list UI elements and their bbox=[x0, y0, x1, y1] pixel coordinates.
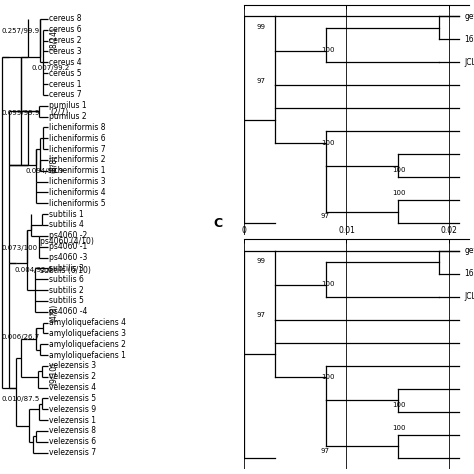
Text: subtilis 2: subtilis 2 bbox=[49, 285, 83, 294]
Text: velezensis 3: velezensis 3 bbox=[49, 362, 96, 370]
Text: 100: 100 bbox=[392, 167, 406, 173]
Text: subtils (6/10): subtils (6/10) bbox=[40, 266, 91, 274]
Text: subtilis 4: subtilis 4 bbox=[49, 220, 84, 229]
Text: 0.010/87.5: 0.010/87.5 bbox=[1, 396, 39, 402]
Text: amyloliquefaciens 2: amyloliquefaciens 2 bbox=[49, 340, 126, 349]
Text: 0.094/99.9: 0.094/99.9 bbox=[26, 168, 64, 173]
Text: 100: 100 bbox=[321, 140, 334, 146]
Text: ps4060 -4: ps4060 -4 bbox=[49, 307, 87, 316]
Text: 99: 99 bbox=[256, 24, 265, 29]
Text: licheniformis 3: licheniformis 3 bbox=[49, 177, 105, 186]
Text: 97: 97 bbox=[256, 78, 265, 83]
Text: cereus 5: cereus 5 bbox=[49, 69, 82, 78]
Text: 168: 168 bbox=[464, 35, 474, 44]
Text: 100: 100 bbox=[321, 281, 334, 287]
Text: licheniformis 5: licheniformis 5 bbox=[49, 199, 105, 208]
Text: licheniformis 1: licheniformis 1 bbox=[49, 166, 105, 175]
Text: licheniformis 2: licheniformis 2 bbox=[49, 155, 105, 164]
Text: amyloliquefaciens 3: amyloliquefaciens 3 bbox=[49, 329, 126, 338]
Text: ge†: ge† bbox=[464, 12, 474, 21]
Text: amyloliquefaciens 4: amyloliquefaciens 4 bbox=[49, 318, 126, 327]
Text: 100: 100 bbox=[321, 374, 334, 380]
Text: (8/14): (8/14) bbox=[49, 27, 58, 50]
Text: JCL18†: JCL18† bbox=[464, 292, 474, 301]
Text: velezensis 4: velezensis 4 bbox=[49, 383, 96, 392]
Text: licheniformis 8: licheniformis 8 bbox=[49, 123, 105, 132]
Text: ps4060 -3: ps4060 -3 bbox=[49, 253, 87, 262]
Text: cereus 2: cereus 2 bbox=[49, 36, 82, 45]
Text: ps4060 -2: ps4060 -2 bbox=[49, 231, 87, 240]
Text: velezensis 8: velezensis 8 bbox=[49, 427, 96, 436]
Text: cereus 3: cereus 3 bbox=[49, 47, 82, 56]
Text: 168: 168 bbox=[464, 269, 474, 278]
Text: 97: 97 bbox=[321, 213, 330, 219]
Text: subtilis 3: subtilis 3 bbox=[49, 264, 84, 273]
Text: 0.073/100: 0.073/100 bbox=[1, 246, 37, 251]
Text: (9/10): (9/10) bbox=[49, 362, 58, 385]
Text: velezensis 1: velezensis 1 bbox=[49, 416, 96, 425]
Text: subtilis 5: subtilis 5 bbox=[49, 296, 84, 305]
Text: 0.004/92.6: 0.004/92.6 bbox=[14, 267, 52, 273]
Text: 100: 100 bbox=[392, 190, 406, 196]
Text: JCL18†: JCL18† bbox=[464, 58, 474, 67]
Text: licheniformis 6: licheniformis 6 bbox=[49, 134, 105, 143]
Text: cereus 6: cereus 6 bbox=[49, 25, 82, 34]
Text: (8/8): (8/8) bbox=[49, 155, 58, 173]
Text: velezensis 6: velezensis 6 bbox=[49, 438, 96, 447]
Text: ge†: ge† bbox=[464, 246, 474, 255]
Text: amyloliquefaciens 1: amyloliquefaciens 1 bbox=[49, 351, 126, 360]
Text: 100: 100 bbox=[392, 402, 406, 408]
Text: velezensis 9: velezensis 9 bbox=[49, 405, 96, 414]
Text: subtilis 6: subtilis 6 bbox=[49, 275, 84, 283]
Text: (4/8): (4/8) bbox=[49, 304, 58, 322]
Text: 97: 97 bbox=[321, 448, 330, 454]
Text: cereus 7: cereus 7 bbox=[49, 91, 82, 100]
Text: cereus 4: cereus 4 bbox=[49, 58, 82, 67]
Text: velezensis 7: velezensis 7 bbox=[49, 448, 96, 457]
Text: 99: 99 bbox=[256, 258, 265, 264]
Text: cereus 1: cereus 1 bbox=[49, 80, 82, 89]
Text: subtilis 1: subtilis 1 bbox=[49, 210, 83, 219]
Text: pumilus 1: pumilus 1 bbox=[49, 101, 86, 110]
Text: 97: 97 bbox=[256, 312, 265, 318]
Text: cereus 8: cereus 8 bbox=[49, 15, 82, 23]
Text: 100: 100 bbox=[321, 46, 334, 53]
Text: licheniformis 4: licheniformis 4 bbox=[49, 188, 105, 197]
Text: licheniformis 7: licheniformis 7 bbox=[49, 145, 105, 154]
Text: 0.006/26.7: 0.006/26.7 bbox=[1, 335, 39, 340]
Text: C: C bbox=[213, 217, 222, 230]
Text: 0.099/99.9: 0.099/99.9 bbox=[1, 110, 39, 116]
Text: pumilus 2: pumilus 2 bbox=[49, 112, 86, 121]
Text: 100: 100 bbox=[392, 425, 406, 431]
Text: 0.007/99.2: 0.007/99.2 bbox=[32, 65, 70, 71]
Text: 0.257/99.9: 0.257/99.9 bbox=[1, 28, 39, 34]
Text: (2/7): (2/7) bbox=[50, 109, 69, 117]
Text: velezensis 2: velezensis 2 bbox=[49, 372, 96, 381]
Text: velezensis 5: velezensis 5 bbox=[49, 394, 96, 403]
Text: ps4060 -1: ps4060 -1 bbox=[49, 242, 87, 251]
Text: ps4060 (4/10): ps4060 (4/10) bbox=[40, 237, 94, 246]
